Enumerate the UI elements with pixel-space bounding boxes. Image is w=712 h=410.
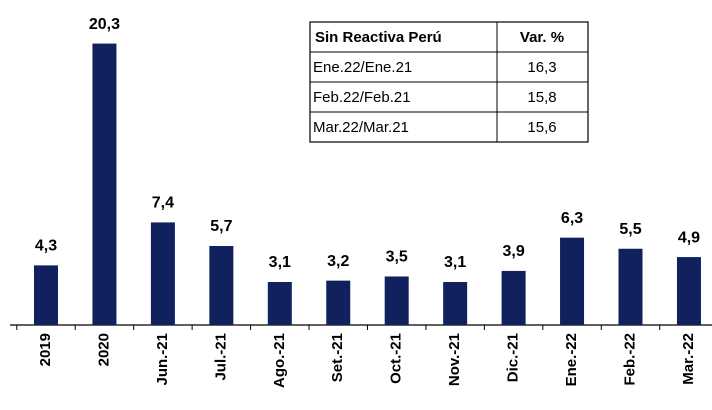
x-tick-label: Dic.-21 (505, 333, 522, 382)
x-tick-label: Jul.-21 (212, 333, 229, 381)
table-cell: Feb.22/Feb.21 (313, 89, 411, 106)
table-cell: 16,3 (527, 59, 556, 76)
x-tick-label: 2019 (37, 333, 54, 366)
x-tick-label: Mar.-22 (680, 333, 697, 385)
value-label: 3,5 (386, 249, 408, 266)
value-label: 5,5 (619, 221, 641, 238)
value-label: 6,3 (561, 210, 583, 227)
bar (326, 280, 351, 325)
bar (34, 265, 58, 325)
x-tick-label: Jun.-21 (154, 333, 171, 386)
inset-table: Sin Reactiva Perú Var. % Ene.22/Ene.21 1… (309, 21, 589, 143)
value-label: 4,9 (678, 229, 700, 246)
bar (501, 270, 526, 325)
x-tick-label: Oct.-21 (388, 333, 405, 384)
table-cell: Mar.22/Mar.21 (313, 119, 409, 136)
table-cell: 15,8 (527, 89, 556, 106)
x-tick-label: Ene.-22 (563, 333, 580, 386)
value-label: 3,1 (269, 254, 291, 271)
x-tick-label: Ago.-21 (271, 333, 288, 388)
table-cell: 15,6 (527, 119, 556, 136)
bar (92, 43, 117, 326)
x-tick-label: Feb.-22 (621, 333, 638, 386)
bar (560, 237, 585, 325)
x-tick-label: Nov.-21 (446, 333, 463, 386)
table-cell: Ene.22/Ene.21 (313, 59, 412, 76)
table-header: Var. % (520, 29, 564, 46)
bar (618, 248, 643, 325)
value-label: 4,3 (35, 238, 57, 255)
bar (443, 282, 468, 325)
x-tick-label: Set.-21 (329, 333, 346, 382)
value-label: 7,4 (152, 195, 174, 212)
value-label: 3,2 (327, 253, 349, 270)
bar (209, 245, 234, 325)
value-label: 3,9 (502, 243, 524, 260)
bar (267, 282, 292, 325)
bar (676, 257, 701, 325)
bar (150, 222, 175, 325)
value-label: 20,3 (89, 16, 120, 33)
bar (384, 276, 409, 325)
x-tick-label: 2020 (95, 333, 112, 366)
value-label: 5,7 (210, 218, 232, 235)
table-header: Sin Reactiva Perú (315, 29, 442, 46)
value-label: 3,1 (444, 254, 466, 271)
